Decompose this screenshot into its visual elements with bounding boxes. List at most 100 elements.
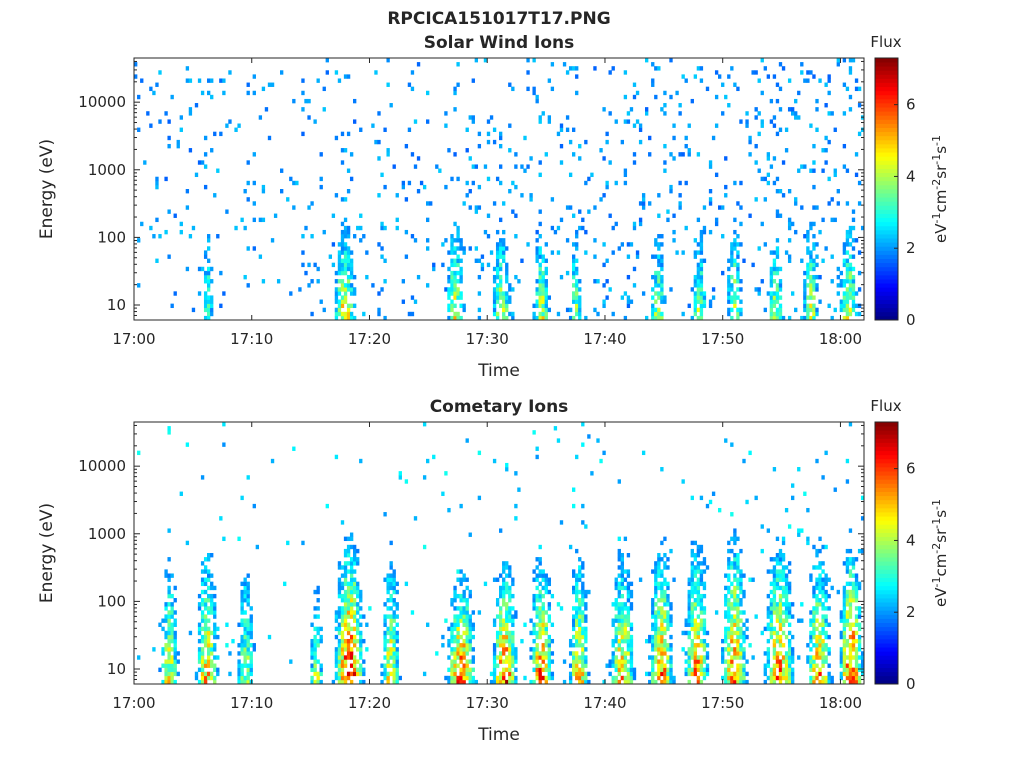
spectrogram-cell xyxy=(806,250,810,255)
spectrogram-cell xyxy=(535,663,539,668)
spectrogram-cell xyxy=(857,655,862,660)
spectrogram-cell xyxy=(547,618,552,623)
spectrogram-cell xyxy=(447,279,451,284)
spectrogram-cell xyxy=(657,614,661,619)
spectrogram-cell xyxy=(651,663,655,668)
spectrogram-cell xyxy=(775,606,780,611)
spectrogram-cell xyxy=(502,667,506,673)
spectrogram-cell xyxy=(708,201,713,206)
spectrogram-cell xyxy=(854,291,859,296)
spectrogram-cell xyxy=(812,630,816,636)
spectrogram-cell xyxy=(696,283,701,288)
spectrogram-cell xyxy=(775,254,780,259)
spectrogram-cell xyxy=(812,279,816,284)
spectrogram-cell xyxy=(821,630,825,636)
spectrogram-cell xyxy=(389,618,393,623)
spectrogram-cell xyxy=(778,679,783,685)
spectrogram-cell xyxy=(815,585,819,591)
spectrogram-cell xyxy=(669,94,673,100)
spectrogram-cell xyxy=(346,598,351,603)
spectrogram-cell xyxy=(812,315,816,321)
spectrogram-cell xyxy=(511,634,515,640)
spectrogram-cell xyxy=(508,655,512,660)
spectrogram-cell xyxy=(632,94,637,100)
spectrogram-cell xyxy=(499,618,503,623)
spectrogram-cell xyxy=(730,258,734,263)
spectrogram-cell xyxy=(575,638,579,644)
spectrogram-cell xyxy=(784,585,789,591)
spectrogram-cell xyxy=(666,667,670,673)
spectrogram-cell xyxy=(386,82,390,87)
spectrogram-cell xyxy=(359,458,363,464)
spectrogram-cell xyxy=(821,614,825,619)
spectrogram-cell xyxy=(538,667,542,673)
spectrogram-cell xyxy=(301,90,305,96)
spectrogram-cell xyxy=(584,589,588,595)
spectrogram-cell xyxy=(374,70,378,75)
spectrogram-cell xyxy=(474,205,479,210)
spectrogram-cell xyxy=(654,299,658,304)
spectrogram-cell xyxy=(821,618,825,623)
spectrogram-cell xyxy=(626,573,631,578)
spectrogram-cell xyxy=(690,606,694,611)
spectrogram-cell xyxy=(845,168,850,173)
spectrogram-cell xyxy=(243,581,247,587)
y-tick-label: 1000 xyxy=(88,525,126,543)
spectrogram-cell xyxy=(660,557,664,562)
spectrogram-cell xyxy=(511,675,515,681)
spectrogram-cell xyxy=(845,643,850,648)
colorbar-segment xyxy=(875,638,898,644)
spectrogram-cell xyxy=(854,238,859,243)
spectrogram-cell xyxy=(210,299,214,304)
spectrogram-cell xyxy=(453,315,457,321)
spectrogram-cell xyxy=(453,287,457,292)
spectrogram-cell xyxy=(200,626,205,632)
spectrogram-cell xyxy=(568,679,573,685)
spectrogram-cell xyxy=(611,663,615,668)
spectrogram-cell xyxy=(547,119,552,124)
spectrogram-cell xyxy=(848,675,853,681)
spectrogram-cell xyxy=(748,152,752,157)
spectrogram-cell xyxy=(763,679,767,685)
spectrogram-cell xyxy=(383,630,387,636)
spectrogram-cell xyxy=(377,156,381,161)
spectrogram-cell xyxy=(693,573,698,578)
spectrogram-cell xyxy=(456,234,460,239)
spectrogram-cell xyxy=(815,610,819,615)
spectrogram-cell xyxy=(170,94,174,100)
spectrogram-cell xyxy=(502,201,506,206)
spectrogram-cell xyxy=(651,307,655,313)
spectrogram-cell xyxy=(842,622,847,627)
spectrogram-cell xyxy=(657,262,661,268)
colorbar-segment xyxy=(875,630,898,636)
spectrogram-cell xyxy=(702,643,707,648)
spectrogram-cell xyxy=(727,573,731,578)
spectrogram-cell xyxy=(167,630,171,636)
colorbar-segment xyxy=(875,189,898,194)
spectrogram-cell xyxy=(672,675,676,681)
panel-title: Cometary Ions xyxy=(430,397,569,417)
spectrogram-cell xyxy=(477,610,482,615)
spectrogram-cell xyxy=(499,589,503,595)
spectrogram-cell xyxy=(721,659,725,664)
spectrogram-cell xyxy=(620,577,625,582)
colorbar-segment xyxy=(875,442,898,447)
spectrogram-cell xyxy=(654,561,658,566)
spectrogram-cell xyxy=(845,667,850,673)
spectrogram-cell xyxy=(663,299,667,304)
spectrogram-cell xyxy=(690,667,694,673)
spectrogram-cell xyxy=(584,638,588,644)
spectrogram-cell xyxy=(450,659,454,664)
spectrogram-cell xyxy=(337,622,342,627)
spectrogram-cell xyxy=(842,303,847,309)
spectrogram-cell xyxy=(173,655,177,660)
spectrogram-cell xyxy=(654,614,658,619)
spectrogram-cell xyxy=(593,205,597,210)
spectrogram-cell xyxy=(821,561,825,566)
spectrogram-cell xyxy=(620,618,625,623)
spectrogram-cell xyxy=(413,516,418,521)
spectrogram-cell xyxy=(696,569,701,574)
spectrogram-cell xyxy=(200,614,205,619)
spectrogram-cell xyxy=(848,581,853,587)
spectrogram-cell xyxy=(492,675,497,681)
